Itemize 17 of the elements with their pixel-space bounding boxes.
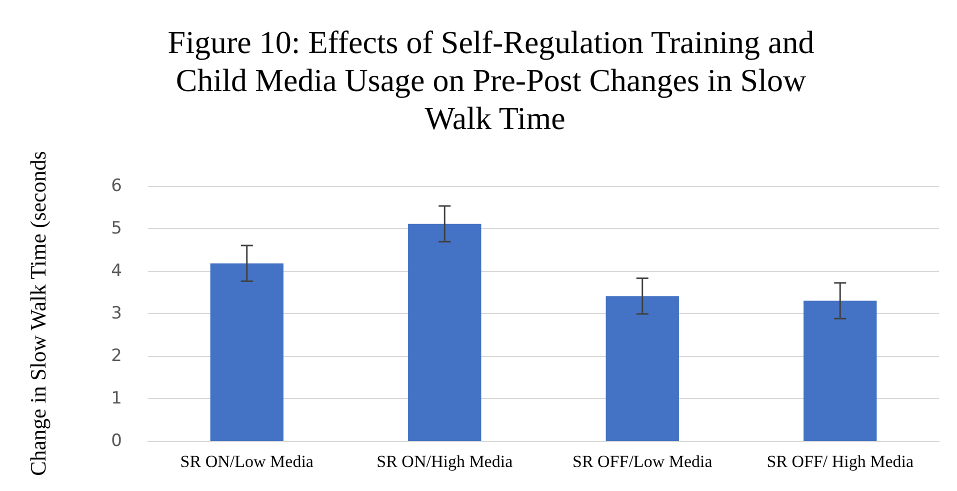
- bar: [210, 263, 284, 441]
- y-tick-label: 0: [111, 431, 122, 451]
- x-tick-label: SR OFF/Low Media: [572, 452, 713, 471]
- bar: [408, 224, 482, 441]
- x-tick-label: SR ON/High Media: [376, 452, 514, 471]
- y-tick-label: 4: [111, 261, 122, 281]
- y-tick-label: 2: [111, 346, 122, 366]
- y-tick-label: 1: [111, 388, 122, 408]
- y-tick-label: 3: [111, 304, 122, 324]
- x-tick-label: SR OFF/ High Media: [766, 452, 914, 471]
- bar: [804, 300, 877, 441]
- y-tick-label: 6: [111, 176, 122, 196]
- y-axis-title: Change in Slow Walk Time (seconds: [26, 151, 50, 476]
- bar: [606, 296, 679, 441]
- x-tick-label: SR ON/Low Media: [180, 452, 314, 471]
- y-tick-label: 5: [111, 218, 122, 238]
- chart-title: Figure 10: Effects of Self-Regulation Training and Child Media Usage on Pre-Post Changes in Slow Walk Time: [168, 24, 822, 136]
